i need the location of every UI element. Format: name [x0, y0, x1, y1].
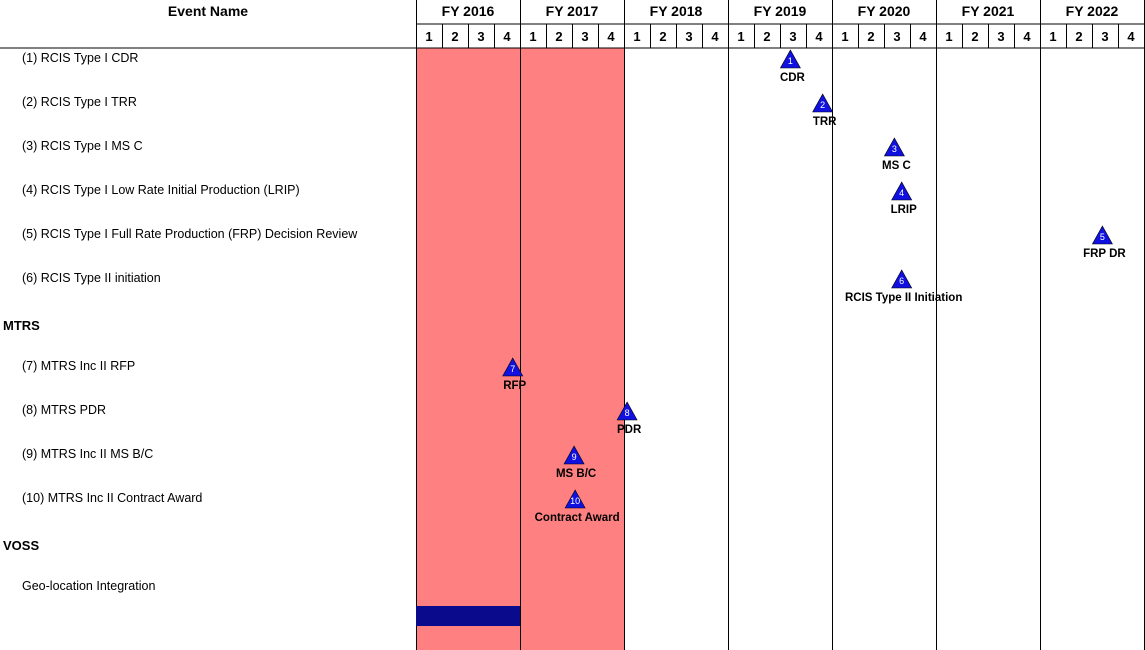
- milestone-marker: [891, 269, 913, 289]
- event-label: (3) RCIS Type I MS C: [22, 139, 143, 153]
- section-label: MTRS: [3, 318, 40, 333]
- milestone-marker: [1091, 225, 1113, 245]
- section-label: VOSS: [3, 538, 39, 553]
- milestone-marker: [883, 137, 905, 157]
- milestone-layer: 1 CDR 2 TRR 3 MS C 4 LRIP 5 FRP DR 6 RCIS Type II I…: [502, 49, 1126, 524]
- quarter-label: 2: [555, 29, 562, 44]
- event-label: (4) RCIS Type I Low Rate Initial Product…: [22, 183, 300, 197]
- quarter-label: 2: [971, 29, 978, 44]
- quarter-label: 1: [945, 29, 952, 44]
- milestone-label: TRR: [813, 116, 837, 128]
- milestone-marker: [812, 93, 834, 113]
- timeline-header: FY 2016 1 2 3 4 FY 2017 1 2 3 4 FY 2018 1 2 3 4 FY 2019…: [425, 3, 1135, 44]
- quarter-label: 2: [659, 29, 666, 44]
- quarter-label: 4: [1127, 29, 1135, 44]
- quarter-label: 3: [997, 29, 1004, 44]
- quarter-label: 3: [477, 29, 484, 44]
- milestone-marker: [563, 445, 585, 465]
- fiscal-year-label: FY 2022: [1066, 3, 1119, 19]
- quarter-label: 1: [633, 29, 640, 44]
- milestone-number: 7: [510, 364, 515, 374]
- quarter-label: 3: [685, 29, 692, 44]
- milestone-marker: [779, 49, 801, 69]
- milestone-label: PDR: [617, 424, 642, 436]
- quarter-label: 3: [1101, 29, 1108, 44]
- event-label: Geo-location Integration: [22, 579, 155, 593]
- milestone-number: 9: [572, 452, 577, 462]
- quarter-label: 2: [763, 29, 770, 44]
- milestone-label: RCIS Type II Initiation: [845, 292, 962, 304]
- quarter-label: 1: [737, 29, 744, 44]
- event-label: (5) RCIS Type I Full Rate Production (FR…: [22, 227, 358, 241]
- milestone-label: CDR: [780, 72, 806, 84]
- milestone-label: MS B/C: [556, 468, 596, 480]
- quarter-label: 2: [1075, 29, 1082, 44]
- milestone-marker: [891, 181, 913, 201]
- event-label: (9) MTRS Inc II MS B/C: [22, 447, 153, 461]
- fiscal-year-label: FY 2018: [650, 3, 703, 19]
- quarter-label: 2: [451, 29, 458, 44]
- quarter-label: 4: [919, 29, 927, 44]
- milestone-label: MS C: [882, 160, 911, 172]
- milestone-label: RFP: [503, 380, 526, 392]
- milestone-marker: [564, 489, 586, 509]
- quarter-label: 3: [789, 29, 796, 44]
- fiscal-year-label: FY 2020: [858, 3, 911, 19]
- event-rows: (1) RCIS Type I CDR (2) RCIS Type I TRR (3…: [3, 51, 358, 593]
- milestone-label: LRIP: [891, 204, 918, 216]
- milestone-marker: [616, 401, 638, 421]
- event-name-header: Event Name: [168, 3, 248, 19]
- quarter-label: 4: [815, 29, 823, 44]
- quarter-label: 3: [581, 29, 588, 44]
- event-label: (10) MTRS Inc II Contract Award: [22, 491, 202, 505]
- fiscal-year-label: FY 2017: [546, 3, 599, 19]
- quarter-label: 1: [841, 29, 848, 44]
- milestone-label: Contract Award: [535, 512, 620, 524]
- milestone-marker: [502, 357, 524, 377]
- quarter-label: 4: [711, 29, 719, 44]
- quarter-label: 3: [893, 29, 900, 44]
- milestone-number: 5: [1100, 232, 1105, 242]
- quarter-label: 4: [503, 29, 511, 44]
- event-label: (6) RCIS Type II initiation: [22, 271, 161, 285]
- fiscal-year-label: FY 2021: [962, 3, 1015, 19]
- event-label: (7) MTRS Inc II RFP: [22, 359, 135, 373]
- event-bar: [416, 606, 520, 626]
- milestone-number: 1: [788, 56, 793, 66]
- milestone-number: 4: [899, 188, 904, 198]
- bar-layer: [416, 606, 520, 626]
- event-label: (2) RCIS Type I TRR: [22, 95, 137, 109]
- milestone-number: 6: [899, 276, 904, 286]
- event-label: (1) RCIS Type I CDR: [22, 51, 138, 65]
- quarter-label: 4: [607, 29, 615, 44]
- milestone-number: 2: [820, 100, 825, 110]
- milestone-label: FRP DR: [1083, 248, 1126, 260]
- event-label: (8) MTRS PDR: [22, 403, 106, 417]
- milestone-number: 8: [625, 408, 630, 418]
- quarter-label: 2: [867, 29, 874, 44]
- quarter-label: 1: [1049, 29, 1056, 44]
- quarter-label: 1: [425, 29, 432, 44]
- fiscal-year-label: FY 2016: [442, 3, 495, 19]
- quarter-label: 1: [529, 29, 536, 44]
- quarter-label: 4: [1023, 29, 1031, 44]
- milestone-number: 10: [570, 496, 580, 506]
- fiscal-year-label: FY 2019: [754, 3, 807, 19]
- milestone-number: 3: [892, 144, 897, 154]
